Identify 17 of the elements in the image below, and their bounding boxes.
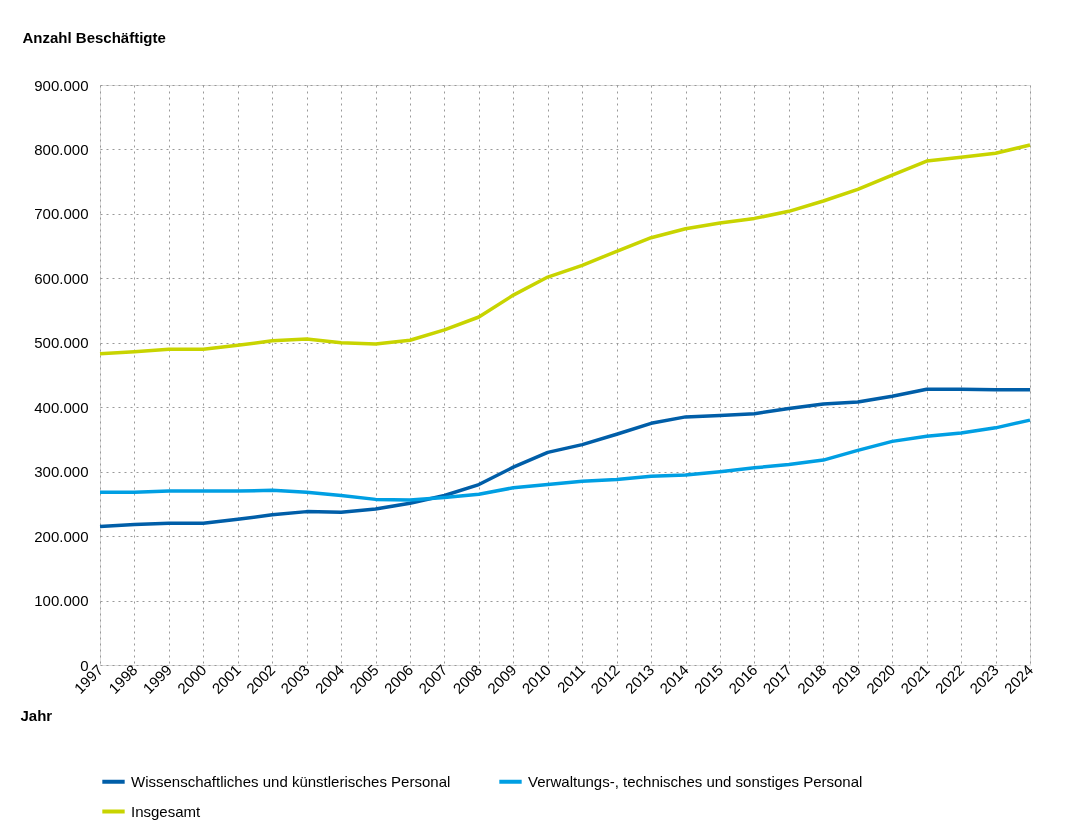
y-axis-title: Anzahl Beschäftigte <box>22 28 166 46</box>
y-tick-label: 200.000 <box>34 527 89 545</box>
legend-label: Wissenschaftliches und künstlerisches Personal <box>131 772 451 790</box>
y-tick-label: 400.000 <box>34 398 89 416</box>
line-series <box>98 387 1032 529</box>
x-axis-title: Jahr <box>20 706 53 724</box>
y-tick-label: 700.000 <box>34 205 89 223</box>
y-tick-label: 900.000 <box>34 76 89 94</box>
y-tick-label: 100.000 <box>34 592 89 610</box>
legend-label: Insgesamt <box>131 802 202 820</box>
y-tick-label: 500.000 <box>34 334 89 352</box>
y-tick-label: 600.000 <box>34 269 89 287</box>
legend-label: Verwaltungs-, technisches und sonstiges Personal <box>528 772 863 790</box>
line-series <box>98 143 1032 356</box>
line-series <box>98 418 1032 502</box>
y-tick-label: 300.000 <box>34 463 89 481</box>
y-tick-label: 800.000 <box>34 140 89 158</box>
